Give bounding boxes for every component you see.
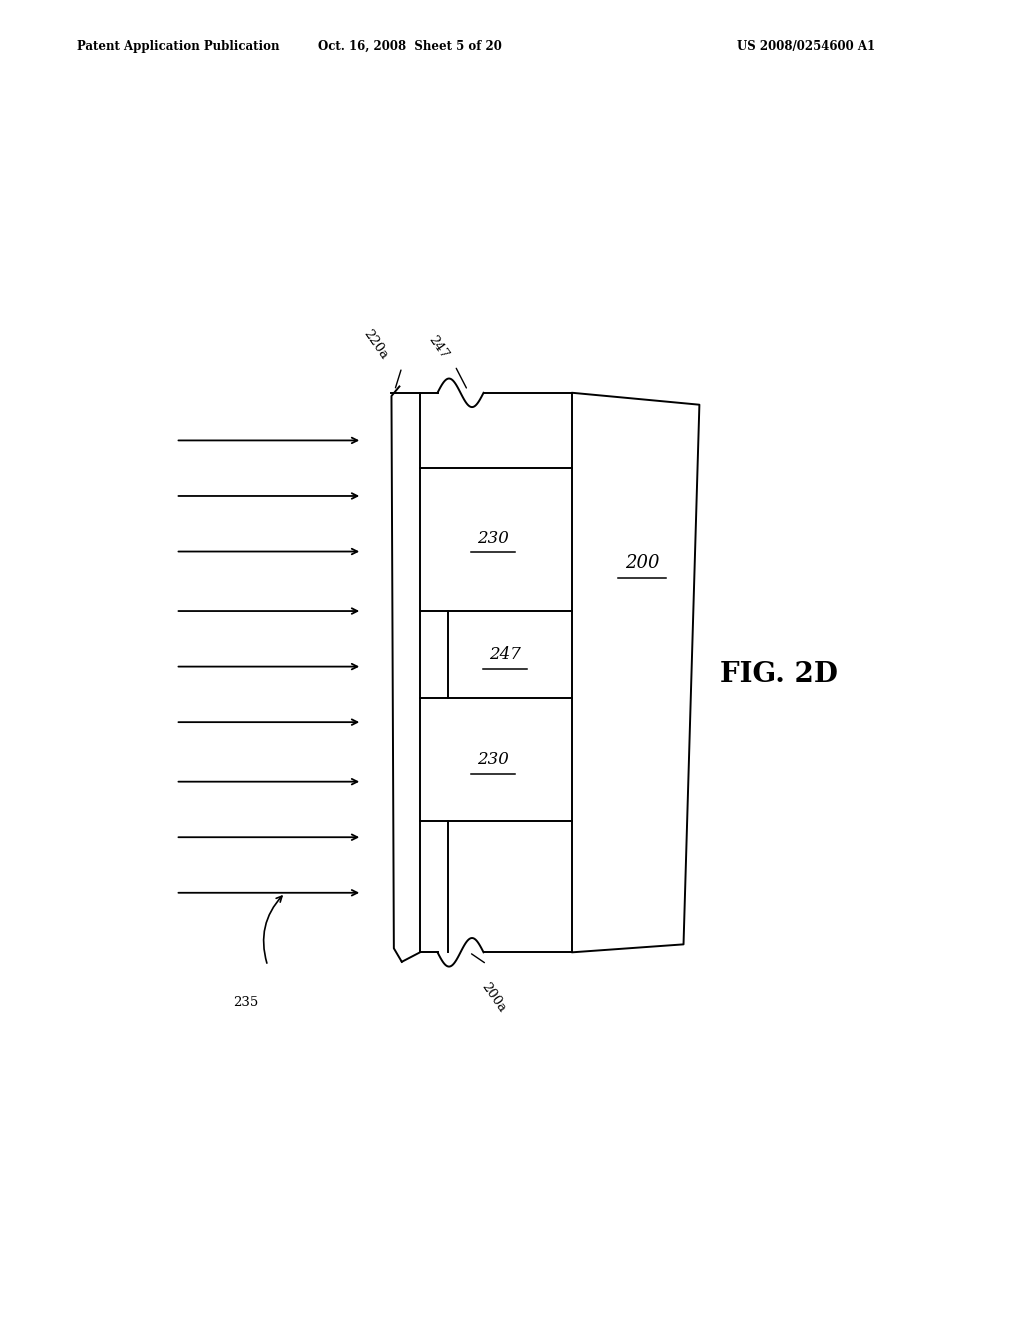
Text: 235: 235 [232,997,258,1008]
Text: 247: 247 [426,334,451,362]
Text: Oct. 16, 2008  Sheet 5 of 20: Oct. 16, 2008 Sheet 5 of 20 [317,40,502,53]
Text: 200a: 200a [478,979,508,1015]
Text: US 2008/0254600 A1: US 2008/0254600 A1 [737,40,876,53]
Text: 230: 230 [477,751,509,768]
Text: 220a: 220a [360,327,390,362]
Text: 247: 247 [489,647,521,663]
Text: 200: 200 [625,554,659,573]
Text: 230: 230 [477,529,509,546]
Text: FIG. 2D: FIG. 2D [720,661,838,688]
Text: Patent Application Publication: Patent Application Publication [77,40,280,53]
